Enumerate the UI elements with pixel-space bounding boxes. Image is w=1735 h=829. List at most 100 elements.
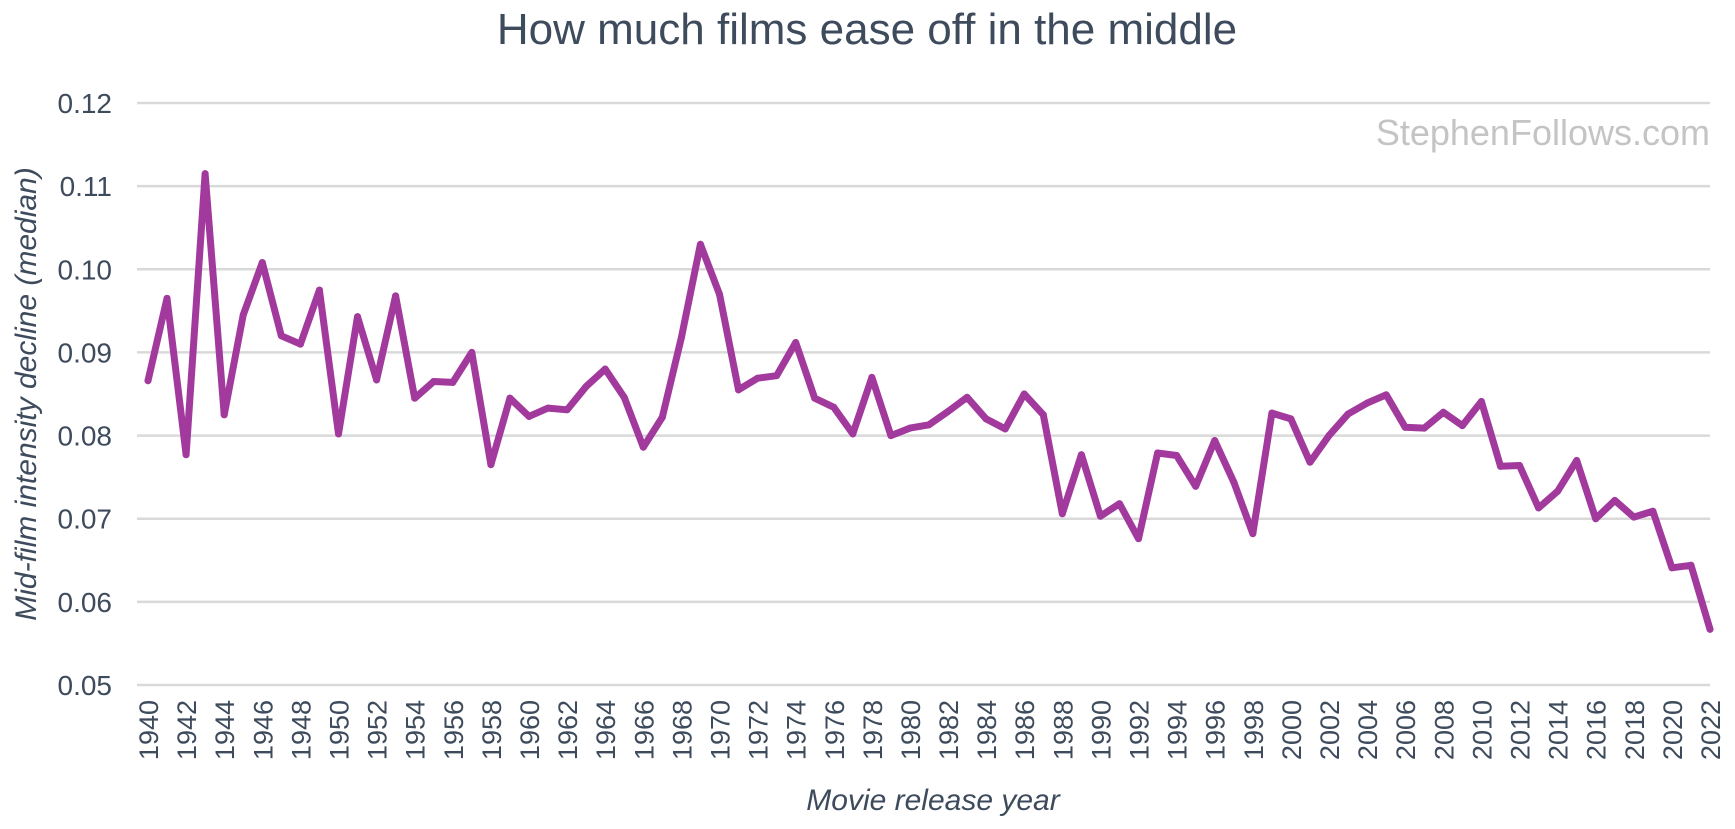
x-tick-label: 1958: [477, 700, 507, 760]
x-tick-label: 1950: [324, 700, 354, 760]
data-point: [258, 259, 266, 267]
data-point: [1001, 425, 1009, 433]
data-point: [239, 311, 247, 319]
data-point: [1077, 451, 1085, 459]
x-tick-label: 1986: [1010, 700, 1040, 760]
x-tick-label: 2010: [1467, 700, 1497, 760]
data-point: [1211, 437, 1219, 445]
data-point: [1115, 500, 1123, 508]
x-tick-label: 1974: [782, 700, 812, 760]
y-tick-label: 0.09: [58, 337, 113, 368]
y-tick-label: 0.07: [58, 504, 113, 535]
data-point: [487, 461, 495, 469]
x-tick-label: 1968: [667, 700, 697, 760]
x-tick-label: 2002: [1315, 700, 1345, 760]
x-tick-label: 1994: [1163, 700, 1193, 760]
data-point: [1039, 411, 1047, 419]
x-tick-label: 2004: [1353, 700, 1383, 760]
data-point: [1058, 510, 1066, 518]
x-tick-label: 2020: [1658, 700, 1688, 760]
data-point: [1020, 390, 1028, 398]
data-point: [773, 372, 781, 380]
data-point: [1344, 410, 1352, 418]
data-point: [830, 403, 838, 411]
data-point: [1496, 462, 1504, 470]
data-point: [163, 294, 171, 302]
data-point: [1420, 424, 1428, 432]
y-tick-label: 0.05: [58, 670, 113, 701]
data-point: [144, 377, 152, 385]
x-tick-label: 1954: [401, 700, 431, 760]
data-point: [639, 443, 647, 451]
x-tick-label: 1982: [934, 700, 964, 760]
data-point: [373, 376, 381, 384]
x-tick-label: 1946: [248, 700, 278, 760]
data-point: [1706, 625, 1714, 633]
x-tick-label: 1948: [286, 700, 316, 760]
data-point: [277, 332, 285, 340]
data-point: [296, 340, 304, 348]
series-line: [144, 170, 1714, 633]
x-tick-label: 1976: [820, 700, 850, 760]
data-point: [620, 393, 628, 401]
data-point: [1325, 432, 1333, 440]
y-axis-ticks: 0.05 0.06 0.07 0.08 0.09 0.10 0.11 0.12: [58, 88, 113, 701]
data-point: [1573, 457, 1581, 465]
data-point: [1535, 504, 1543, 512]
data-point: [449, 378, 457, 386]
data-point: [334, 430, 342, 438]
series-layer: [144, 170, 1714, 633]
x-axis-ticks: 1940 1942 1944 1946 1948 1950 1952 1954 1956 1958…: [134, 700, 1726, 760]
x-tick-label: 1990: [1086, 700, 1116, 760]
x-axis-label: Movie release year: [806, 784, 1060, 817]
data-point: [906, 424, 914, 432]
data-point: [944, 407, 952, 415]
data-point: [1268, 409, 1276, 417]
x-tick-label: 1956: [439, 700, 469, 760]
y-tick-label: 0.12: [58, 88, 113, 119]
data-point: [925, 421, 933, 429]
data-point: [1439, 408, 1447, 416]
data-point: [1154, 449, 1162, 457]
data-point: [1382, 391, 1390, 399]
data-point: [392, 292, 400, 300]
x-tick-label: 2012: [1506, 700, 1536, 760]
data-point: [1306, 458, 1314, 466]
data-point: [220, 411, 228, 419]
data-point: [468, 348, 476, 356]
data-point: [1230, 478, 1238, 486]
data-point: [1363, 399, 1371, 407]
y-axis-label: Mid-film intensity decline (median): [10, 167, 43, 621]
data-point: [1687, 561, 1695, 569]
data-point: [715, 290, 723, 298]
data-point: [506, 394, 514, 402]
data-point: [887, 432, 895, 440]
data-point: [849, 430, 857, 438]
data-point: [1554, 487, 1562, 495]
x-tick-label: 1996: [1201, 700, 1231, 760]
x-tick-label: 1992: [1125, 700, 1155, 760]
data-point: [1611, 496, 1619, 504]
data-point: [677, 333, 685, 341]
x-tick-label: 2000: [1277, 700, 1307, 760]
x-tick-label: 1944: [210, 700, 240, 760]
data-point: [1287, 415, 1295, 423]
x-tick-label: 1980: [896, 700, 926, 760]
watermark: StephenFollows.com: [1376, 112, 1710, 153]
chart-title: How much films ease off in the middle: [497, 5, 1237, 54]
x-tick-label: 1942: [172, 700, 202, 760]
data-point: [201, 170, 209, 178]
data-point: [982, 415, 990, 423]
data-point: [1192, 482, 1200, 490]
data-point: [868, 373, 876, 381]
data-point: [1516, 462, 1524, 470]
data-point: [658, 413, 666, 421]
x-tick-label: 1952: [363, 700, 393, 760]
x-tick-label: 2006: [1391, 700, 1421, 760]
y-tick-label: 0.10: [58, 254, 113, 285]
data-point: [182, 451, 190, 459]
x-tick-label: 2008: [1429, 700, 1459, 760]
data-point: [1477, 397, 1485, 405]
